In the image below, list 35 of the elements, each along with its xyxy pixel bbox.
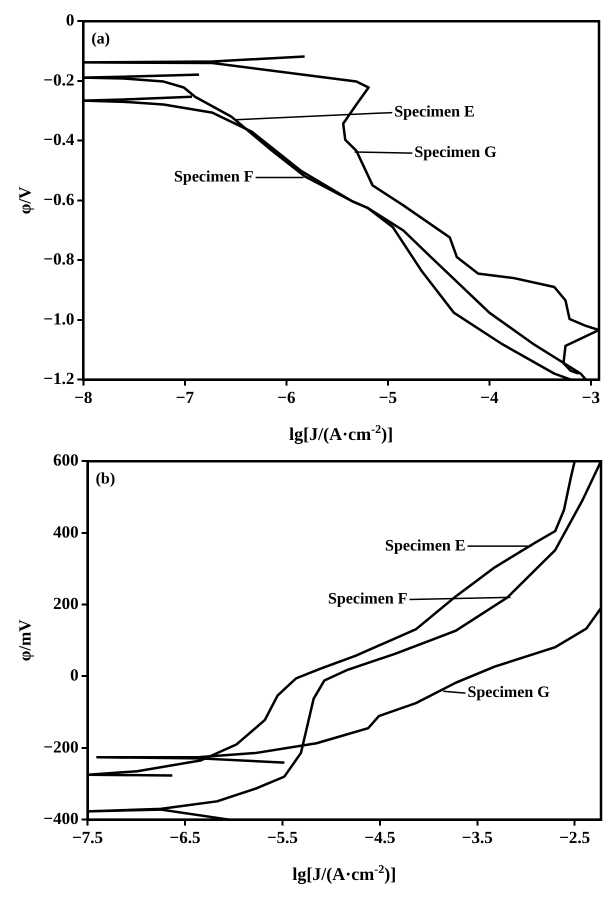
x-tick-label: −6.5 [170, 828, 200, 848]
y-tick-label: −0.4 [43, 130, 75, 150]
x-tick-label: −6 [277, 388, 296, 408]
x-tick-label: −3.5 [462, 828, 493, 848]
annotation: (b) [96, 470, 116, 488]
x-tick-label: −4.5 [364, 828, 396, 848]
x-tick-label: −2.5 [559, 828, 590, 848]
x-tick-label: −7 [176, 388, 194, 408]
y-tick-label: −1.2 [43, 368, 74, 388]
x-tick-label: −5.5 [266, 828, 298, 848]
annotation: Specimen G [414, 144, 498, 162]
y-tick-label: 600 [53, 450, 79, 470]
y-tick-label: 400 [53, 522, 79, 542]
y-tick-label: 0 [70, 666, 79, 685]
y-tick-label: −400 [43, 808, 79, 828]
y-tick-label: −0.2 [43, 70, 74, 90]
x-tick-label: −5 [378, 388, 397, 408]
y-tick-label: −1.0 [43, 309, 74, 328]
y-tick-label: 0 [66, 10, 74, 30]
x-tick-label: −4 [480, 388, 499, 408]
y-tick-label: 200 [53, 594, 79, 613]
x-tick-label: −7.5 [72, 828, 104, 848]
annotation: Specimen E [385, 537, 466, 554]
y-tick-label: −0.6 [43, 190, 74, 209]
annotation: Specimen F [328, 590, 408, 608]
x-tick-label: −3 [582, 388, 600, 408]
y-axis-title: φ/mV [16, 618, 35, 662]
annotation: Specimen E [394, 104, 475, 121]
y-axis-title: φ/V [16, 186, 35, 214]
y-tick-label: −0.8 [43, 250, 74, 269]
y-tick-label: −200 [43, 737, 79, 756]
annotation: Specimen F [174, 168, 254, 186]
x-tick-label: −8 [74, 388, 92, 408]
annotation: Specimen G [467, 684, 550, 702]
annotation: (a) [91, 30, 110, 48]
